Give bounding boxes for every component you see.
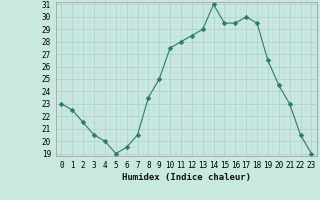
X-axis label: Humidex (Indice chaleur): Humidex (Indice chaleur) [122,173,251,182]
